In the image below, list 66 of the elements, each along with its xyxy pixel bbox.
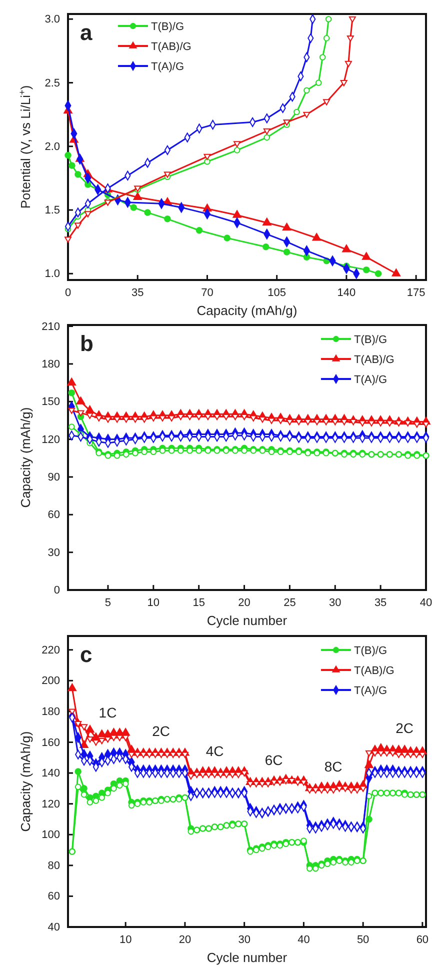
y-tick-label: 90 [48, 471, 60, 484]
y-tick-label: 220 [42, 644, 60, 656]
x-tick-label: 50 [356, 934, 370, 946]
annotation: 1C [98, 704, 117, 720]
x-tick-label: 10 [119, 934, 132, 946]
y-tick-label: 0 [54, 584, 60, 597]
y-tick-label: 80 [48, 860, 60, 872]
x-tick-label: 20 [238, 596, 250, 609]
y-tick-label: 210 [42, 320, 60, 333]
y-tick-label: 150 [42, 396, 60, 408]
x-tick-label: 175 [406, 286, 426, 299]
annotation: 8C [324, 758, 342, 775]
y-tick-label: 160 [42, 736, 60, 749]
y-tick-label: 1.0 [44, 268, 60, 280]
y-tick-label: 3.0 [44, 14, 60, 26]
legend-label: T(AB)/G [354, 665, 394, 677]
legend-label: T(A)/G [354, 374, 387, 386]
x-tick-label: 25 [284, 596, 296, 609]
annotation: 4C [206, 743, 224, 760]
y-tick-label: 120 [42, 798, 60, 810]
y-tick-label: 60 [48, 509, 60, 522]
x-tick-label: 30 [238, 934, 250, 946]
x-tick-label: 40 [420, 596, 432, 609]
y-tick-label: 60 [48, 890, 60, 903]
x-tick-label: 10 [147, 596, 160, 609]
x-axis-title: Cycle number [206, 950, 288, 965]
y-axis-title: Capacity (mAh/g) [18, 731, 33, 832]
chart-title: a [80, 20, 93, 45]
chart-title: c [80, 642, 92, 667]
x-tick-label: 40 [298, 934, 310, 946]
y-tick-label: 200 [42, 675, 60, 688]
y-tick-label: 2.0 [44, 140, 60, 153]
x-tick-label: 15 [192, 596, 205, 609]
x-tick-label: 60 [416, 934, 429, 946]
y-tick-label: 180 [42, 706, 60, 718]
legend-label: T(AB)/G [151, 41, 192, 53]
x-tick-label: 5 [104, 596, 112, 609]
chart-title: b [80, 331, 94, 356]
x-axis-title: Cycle number [206, 613, 288, 628]
y-tick-label: 30 [48, 546, 60, 559]
y-tick-label: 40 [48, 922, 60, 934]
legend-label: T(AB)/G [354, 354, 394, 366]
annotation: 2C [396, 720, 414, 736]
x-tick-label: 70 [201, 286, 214, 299]
x-tick-label: 35 [374, 596, 387, 609]
x-tick-label: 35 [131, 286, 144, 299]
y-tick-label: 2.5 [44, 77, 60, 90]
y-tick-label: 180 [42, 358, 60, 370]
y-tick-label: 1.5 [44, 204, 60, 217]
legend-label: T(A)/G [151, 61, 184, 73]
y-tick-label: 120 [42, 434, 60, 446]
legend-label: T(B)/G [151, 21, 184, 33]
annotation: 2C [152, 723, 170, 740]
x-tick-label: 140 [337, 286, 356, 299]
x-tick-label: 105 [268, 286, 286, 299]
annotation: 6C [264, 752, 283, 768]
y-axis-title: Capacity (mAh/g) [18, 407, 33, 508]
legend-label: T(B)/G [354, 645, 387, 657]
x-tick-label: 20 [178, 934, 192, 946]
x-tick-label: 0 [64, 286, 72, 299]
x-tick-label: 30 [329, 596, 342, 609]
legend-label: T(B)/G [354, 334, 387, 346]
x-axis-title: Capacity (mAh/g) [196, 303, 298, 318]
y-tick-label: 140 [42, 768, 60, 780]
y-tick-label: 100 [42, 829, 60, 842]
legend-label: T(A)/G [354, 685, 387, 697]
